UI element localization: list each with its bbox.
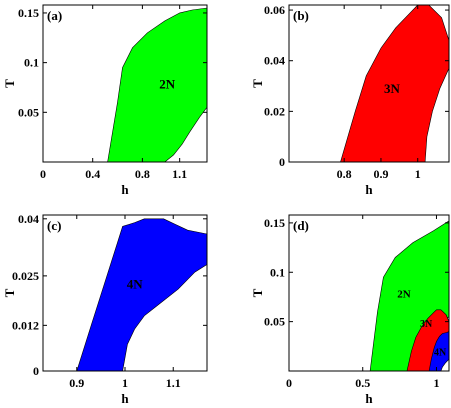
x-tick-label: 0.9	[69, 376, 84, 390]
x-tick-label: 0	[286, 376, 292, 390]
y-axis-label: T	[2, 288, 17, 297]
x-tick-label: 0	[40, 167, 46, 181]
panel-label: (a)	[47, 8, 62, 23]
y-tick-label: 0.05	[18, 105, 39, 119]
y-tick-label: 0	[279, 155, 285, 169]
panel-label: (b)	[293, 8, 309, 23]
panel-a: 2N 0 0.4 0.8 1.1 0.05 0.1 0.15 h T (a)	[2, 4, 208, 197]
y-tick-label: 0.1	[24, 56, 39, 70]
region-label-2n: 2N	[397, 289, 411, 301]
y-tick-label: 0.04	[264, 54, 285, 68]
panel-d: 2N 3N 4N 0 0.5 1 0.05 0.1 0.15 h T (d)	[250, 214, 450, 406]
x-tick-label: 1.1	[166, 376, 181, 390]
x-tick-label: 0.8	[337, 167, 352, 181]
x-axis-label: h	[365, 182, 373, 197]
panel-b: 3N 0.8 0.9 1 0 0.02 0.04 0.06 h T (b)	[250, 3, 450, 197]
y-tick-label: 0.15	[264, 216, 285, 230]
x-tick-label: 0.8	[135, 167, 150, 181]
region-label-3n: 3N	[384, 81, 401, 96]
panel-c: 4N 0.9 1 1.1 0 0.012 0.025 0.04 h T (c)	[2, 212, 208, 406]
y-tick-label: 0.1	[270, 265, 285, 279]
region-label-4n: 4N	[127, 276, 144, 291]
plot-frame	[288, 4, 450, 163]
panel-label: (c)	[47, 218, 61, 233]
region-label-4n: 4N	[434, 348, 447, 359]
region-label-3n: 3N	[420, 319, 433, 330]
y-tick-label: 0.06	[264, 3, 285, 17]
y-tick-label: 0	[33, 364, 39, 378]
x-tick-label: 0.5	[355, 376, 370, 390]
x-tick-label: 0.4	[85, 167, 100, 181]
region-3n	[340, 5, 449, 162]
y-tick-label: 0.025	[12, 269, 39, 283]
y-tick-label: 0.04	[18, 212, 39, 226]
y-axis-label: T	[250, 288, 265, 297]
x-tick-label: 1	[122, 376, 128, 390]
x-tick-label: 0.9	[373, 167, 388, 181]
y-tick-label: 0.02	[264, 104, 285, 118]
y-axis-label: T	[2, 79, 17, 88]
x-axis-label: h	[121, 182, 129, 197]
region-label-2n: 2N	[159, 76, 176, 91]
region-2n	[107, 7, 207, 162]
y-tick-label: 0.15	[18, 6, 39, 20]
x-axis-label: h	[365, 391, 373, 406]
panel-label: (d)	[293, 218, 309, 233]
x-tick-label: 1	[415, 167, 421, 181]
region-4n	[76, 218, 207, 371]
x-tick-label: 1	[433, 376, 439, 390]
x-axis-label: h	[121, 391, 129, 406]
plot-frame	[288, 214, 450, 372]
y-axis-label: T	[250, 79, 265, 88]
y-tick-label: 0.012	[12, 318, 39, 332]
y-tick-label: 0.05	[264, 315, 285, 329]
region-4n	[428, 331, 449, 371]
plot-frame	[42, 4, 208, 163]
x-tick-label: 1.1	[172, 167, 187, 181]
